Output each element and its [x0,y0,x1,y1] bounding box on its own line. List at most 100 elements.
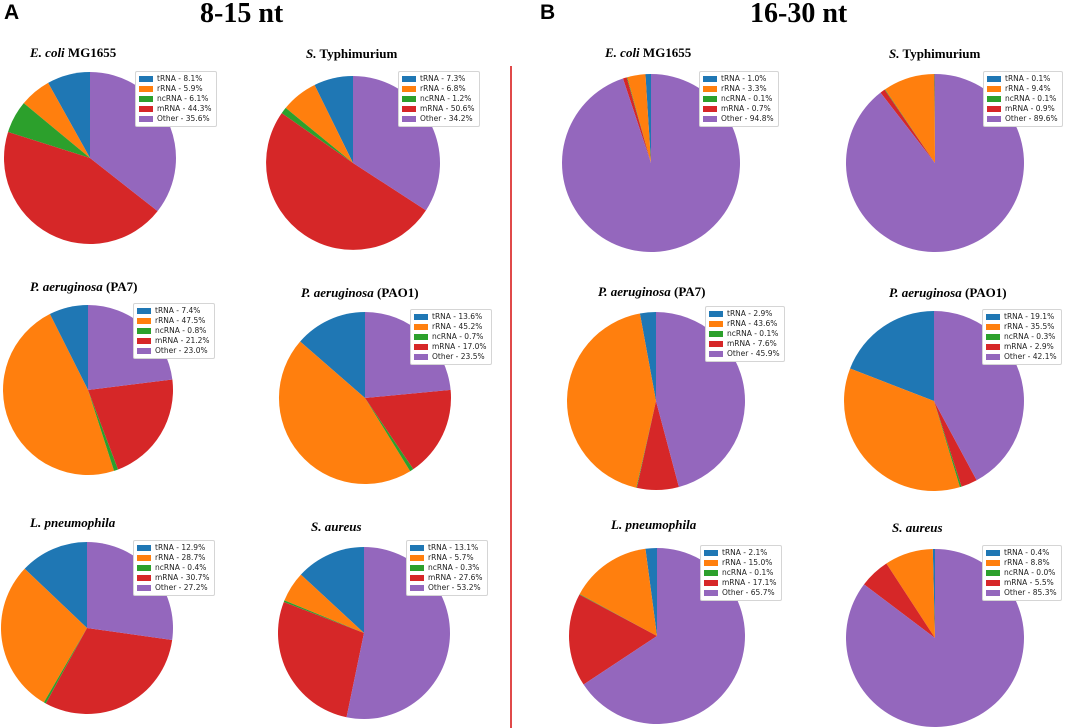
pie-11-slice-rrna [579,548,657,636]
legend-swatch [414,314,428,320]
pie-4-slice-other [365,312,451,398]
legend-entry-ncrna: ncRNA - 0.1% [987,94,1058,104]
legend-swatch [137,318,151,324]
pie-5-legend: tRNA - 12.9% rRNA - 28.7% ncRNA - 0.4% mRNA… [133,540,215,596]
legend-swatch [987,86,1001,92]
pie-1-title: E. coli MG1655 [30,45,116,61]
pie-12-slice-rrna [886,549,935,638]
legend-swatch [402,116,416,122]
pie-8-slice-ncrna [884,89,935,163]
legend-entry-rrna: rRNA - 43.6% [709,319,780,329]
legend-swatch [987,76,1001,82]
legend-entry-mrna: mRNA - 30.7% [137,573,210,583]
legend-entry-rrna: rRNA - 5.9% [139,84,212,94]
pie-5-slice-trna [24,542,88,628]
pie-7-slice-rrna [627,74,651,163]
legend-entry-other: Other - 85.3% [986,588,1057,598]
pie-title-strain: (PAO1) [373,285,419,300]
legend-entry-trna: tRNA - 1.0% [703,74,774,84]
pie-1-slice-rrna [23,82,91,158]
legend-entry-other: Other - 53.2% [410,583,483,593]
pie-11-title: L. pneumophila [611,517,696,533]
legend-swatch [414,354,428,360]
pie-7-legend: tRNA - 1.0% rRNA - 3.3% ncRNA - 0.1% mRNA -… [699,71,779,127]
legend-swatch [137,308,151,314]
legend-entry-ncrna: ncRNA - 0.0% [986,568,1057,578]
pie-2-slice-mrna [266,113,426,250]
pie-7-slice-other [562,74,741,253]
pie-title-strain: (PA7) [102,279,138,294]
legend-entry-rrna: rRNA - 28.7% [137,553,210,563]
pie-3-slice-other [88,305,173,390]
pie-title-strain: Typhimurium [899,46,981,61]
legend-label: Other - 65.7% [722,588,775,597]
legend-label: tRNA - 13.1% [428,543,479,552]
legend-entry-trna: tRNA - 7.3% [402,74,475,84]
legend-label: mRNA - 27.6% [428,573,483,582]
pie-7-title: E. coli MG1655 [605,45,691,61]
legend-swatch [709,311,723,317]
pie-9-title: P. aeruginosa (PA7) [598,284,706,300]
legend-entry-trna: tRNA - 12.9% [137,543,210,553]
pie-6-slice-trna [300,547,364,633]
pie-8-legend: tRNA - 0.1% rRNA - 9.4% ncRNA - 0.1% mRNA -… [983,71,1063,127]
legend-swatch [986,344,1000,350]
legend-label: Other - 89.6% [1005,114,1058,123]
pie-4-slice-trna [300,312,365,398]
pie-10-slice-rrna [843,368,960,492]
legend-label: Other - 23.5% [432,352,485,361]
legend-entry-rrna: rRNA - 45.2% [414,322,487,332]
legend-swatch [987,116,1001,122]
pie-12 [846,549,1025,727]
legend-entry-ncrna: ncRNA - 0.8% [137,326,210,336]
legend-label: mRNA - 0.7% [721,104,771,113]
legend-swatch [986,570,1000,576]
legend-entry-other: Other - 65.7% [704,588,777,598]
legend-label: Other - 53.2% [428,583,481,592]
pie-10-slice-mrna [934,401,977,487]
legend-entry-trna: tRNA - 0.1% [987,74,1058,84]
pie-5-slice-rrna [1,568,88,703]
legend-label: rRNA - 8.8% [1004,558,1050,567]
legend-label: Other - 94.8% [721,114,774,123]
legend-entry-rrna: rRNA - 9.4% [987,84,1058,94]
legend-entry-mrna: mRNA - 17.0% [414,342,487,352]
legend-swatch [986,314,1000,320]
pie-11-legend: tRNA - 2.1% rRNA - 15.0% ncRNA - 0.1% mRNA … [700,545,782,601]
legend-label: Other - 45.9% [727,349,780,358]
legend-entry-trna: tRNA - 2.1% [704,548,777,558]
pie-6-slice-ncrna [283,600,364,633]
legend-entry-ncrna: ncRNA - 0.1% [709,329,780,339]
legend-swatch [986,354,1000,360]
pie-5-slice-ncrna [43,628,87,704]
pie-7 [562,74,741,253]
pie-6-legend: tRNA - 13.1% rRNA - 5.7% ncRNA - 0.3% mRNA … [406,540,488,596]
pie-12-slice-mrna [864,563,935,638]
pie-3-slice-mrna [88,379,174,470]
legend-swatch [986,334,1000,340]
pie-10-slice-trna [850,311,934,401]
pie-title-strain: Typhimurium [316,46,398,61]
pie-title-strain: MG1655 [639,45,692,60]
legend-label: tRNA - 13.6% [432,312,483,321]
legend-entry-mrna: mRNA - 0.9% [987,104,1058,114]
legend-entry-other: Other - 23.0% [137,346,210,356]
legend-entry-mrna: mRNA - 27.6% [410,573,483,583]
legend-entry-mrna: mRNA - 7.6% [709,339,780,349]
legend-label: Other - 27.2% [155,583,208,592]
pie-9-slice-trna [639,312,656,401]
pie-title-species: P. aeruginosa [889,285,962,300]
pie-1-legend: tRNA - 8.1% rRNA - 5.9% ncRNA - 6.1% mRNA -… [135,71,217,127]
legend-entry-ncrna: ncRNA - 6.1% [139,94,212,104]
pie-5-slice-mrna [45,628,173,714]
legend-swatch [414,344,428,350]
pie-10-legend: tRNA - 19.1% rRNA - 35.5% ncRNA - 0.3% mRNA… [982,309,1062,365]
legend-entry-ncrna: ncRNA - 1.2% [402,94,475,104]
legend-entry-ncrna: ncRNA - 0.1% [704,568,777,578]
legend-label: ncRNA - 0.3% [1004,332,1056,341]
pie-2-legend: tRNA - 7.3% rRNA - 6.8% ncRNA - 1.2% mRNA -… [398,71,480,127]
legend-label: mRNA - 21.2% [155,336,210,345]
legend-swatch [139,116,153,122]
legend-swatch [709,351,723,357]
